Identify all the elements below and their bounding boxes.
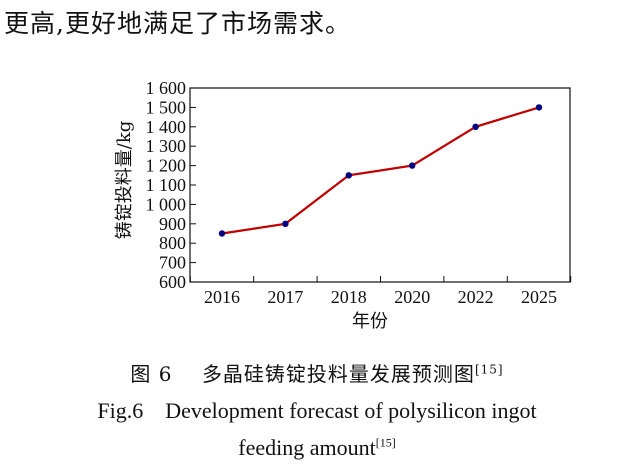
- data-point: [282, 220, 289, 227]
- x-axis-label: 年份: [352, 311, 388, 332]
- x-tick-group: 2016 2017 2018 2020 2022 2025: [189, 276, 572, 307]
- x-tick-label: 2022: [458, 287, 494, 307]
- reference-cn: [15]: [474, 362, 504, 377]
- y-tick-label: 700: [159, 253, 186, 273]
- chart-axes: [189, 87, 571, 283]
- figure-caption-cn: 图 6 多晶硅铸锭投料量发展预测图[15]: [0, 358, 634, 387]
- reference-en: [15]: [375, 435, 396, 450]
- series-line: [221, 106, 540, 235]
- y-tick-label: 1 200: [146, 156, 187, 176]
- data-point: [472, 123, 479, 130]
- y-tick-label: 1 000: [146, 194, 187, 214]
- data-point: [345, 172, 352, 179]
- figure-number-cn: 图 6: [130, 362, 173, 386]
- y-tick-label: 1 500: [146, 97, 187, 117]
- x-tick-label: 2020: [394, 287, 430, 307]
- y-tick-label: 1 400: [146, 117, 187, 137]
- body-text-line: 更高,更好地满足了市场需求。: [4, 9, 351, 38]
- y-axis-label: 铸锭投料量/kg: [114, 121, 135, 240]
- data-point: [218, 230, 226, 237]
- figure-title-en-1: Fig.6 Development forecast of polysilico…: [97, 398, 537, 423]
- data-point: [409, 162, 416, 169]
- data-point: [535, 104, 543, 111]
- x-tick-label: 2018: [331, 287, 367, 307]
- y-tick-label: 1 300: [146, 136, 187, 156]
- figure-title-en-2: feeding amount: [238, 435, 376, 460]
- y-tick-label: 1 600: [146, 78, 187, 98]
- y-tick-label: 1 100: [146, 175, 187, 195]
- y-tick-label: 900: [159, 214, 186, 234]
- figure-caption-en-line1: Fig.6 Development forecast of polysilico…: [0, 398, 634, 424]
- y-tick-label: 600: [159, 272, 186, 292]
- x-tick-label: 2017: [267, 287, 303, 307]
- series-group: [218, 104, 543, 237]
- figure-caption-en-line2: feeding amount[15]: [0, 435, 634, 461]
- figure-title-cn: 多晶硅铸锭投料量发展预测图: [201, 362, 475, 386]
- x-tick-label: 2025: [521, 287, 557, 307]
- y-tick-label: 800: [159, 233, 186, 253]
- plot-frame: [189, 87, 571, 283]
- x-tick-label: 2016: [204, 287, 240, 307]
